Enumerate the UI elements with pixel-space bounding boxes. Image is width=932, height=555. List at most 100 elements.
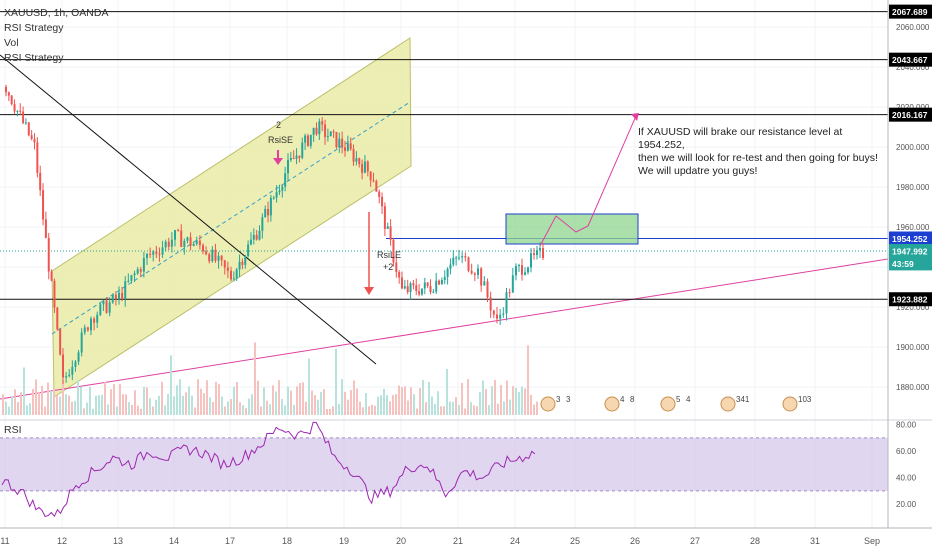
event-flag-icon[interactable]	[720, 396, 736, 412]
candle-body	[542, 248, 544, 258]
candle-body	[480, 268, 483, 286]
candle-body	[205, 251, 208, 255]
candle-body	[247, 244, 250, 257]
rising-support-line[interactable]	[0, 258, 889, 400]
candle-body	[136, 269, 139, 274]
volume-bar	[410, 387, 412, 415]
volume-bar	[170, 355, 172, 415]
volume-bar	[128, 402, 130, 415]
candle-body	[375, 181, 378, 192]
channel-midline[interactable]	[51, 101, 411, 335]
rsise-arrow-head	[273, 158, 283, 165]
event-flag-icon[interactable]	[660, 396, 676, 412]
legend-vol[interactable]: Vol	[4, 37, 19, 49]
volume-bar	[317, 399, 319, 415]
volume-bar	[431, 396, 433, 415]
candle-body	[261, 217, 264, 231]
volume-bar	[74, 400, 76, 415]
volume-bar	[326, 408, 328, 415]
time-tick-label: 20	[396, 536, 406, 546]
legend-rsi-strategy-2[interactable]: RSI Strategy	[4, 52, 64, 64]
price-label-text: 1954.252	[892, 234, 928, 244]
time-tick-label: 13	[113, 536, 123, 546]
event-flag-icon[interactable]	[540, 396, 556, 412]
candle-body	[211, 249, 214, 262]
legend: XAUUSD, 1h, OANDA RSI Strategy Vol RSI S…	[4, 6, 108, 66]
candle-body	[133, 273, 136, 276]
candle-body	[5, 87, 7, 93]
volume-bar	[215, 381, 217, 415]
time-tick-label: 12	[57, 536, 67, 546]
rsi-panel-label[interactable]: RSI	[4, 424, 22, 436]
volume-bar	[350, 390, 352, 415]
candle-body	[464, 256, 467, 258]
volume-bar	[53, 389, 55, 415]
event-flag-icon[interactable]	[604, 396, 620, 412]
trade-annotation[interactable]: If XAUUSD will brake our resistance leve…	[638, 126, 878, 178]
candle-body	[470, 270, 473, 274]
candle-body	[346, 143, 349, 151]
volume-bar	[77, 379, 79, 415]
volume-bar	[26, 405, 28, 415]
price-label-box[interactable]	[889, 292, 932, 307]
volume-bar	[284, 405, 286, 415]
price-label-box[interactable]	[889, 244, 932, 259]
volume-bar	[476, 406, 478, 415]
volume-bar	[260, 406, 262, 415]
candle-body	[74, 361, 77, 367]
candle-body	[30, 135, 33, 139]
volume-bar	[146, 387, 148, 415]
price-label-box[interactable]	[889, 52, 932, 67]
volume-bar	[179, 379, 181, 415]
volume-bar	[428, 381, 430, 415]
candle-body	[415, 285, 418, 292]
candle-body	[68, 374, 71, 377]
candle-body	[16, 110, 19, 112]
price-label-text: 2016.167	[892, 110, 928, 120]
candle-body	[281, 186, 284, 191]
event-flag-icon[interactable]	[782, 396, 798, 412]
rsise-label[interactable]: RsiSE	[268, 135, 293, 145]
time-tick-label: Sep	[864, 536, 880, 546]
volume-bar	[299, 383, 301, 415]
volume-bar	[509, 399, 511, 415]
rsile-label[interactable]: RsiLE	[377, 250, 401, 260]
volume-bar	[197, 379, 199, 415]
event-count: 4	[686, 395, 691, 404]
symbol-title[interactable]: XAUUSD, 1h, OANDA	[4, 7, 109, 19]
volume-bar	[167, 394, 169, 415]
price-label-box[interactable]	[889, 107, 932, 122]
candle-body	[235, 269, 238, 279]
legend-rsi-strategy[interactable]: RSI Strategy	[4, 22, 64, 34]
volume-bar	[398, 385, 400, 415]
volume-bar	[32, 388, 34, 415]
time-tick-label: 14	[169, 536, 179, 546]
candle-body	[24, 122, 27, 124]
volume-bar	[59, 396, 61, 415]
price-label-text: 43:59	[892, 259, 914, 269]
volume-bar	[374, 405, 376, 415]
volume-bar	[329, 408, 331, 415]
volume-bar	[113, 384, 115, 415]
time-tick-label: 26	[630, 536, 640, 546]
candle-body	[524, 272, 526, 275]
candle-body	[170, 239, 173, 247]
volume-bar	[110, 389, 112, 415]
price-label-box[interactable]	[889, 4, 932, 19]
price-label-text: 1923.882	[892, 295, 928, 305]
volume-bar	[497, 403, 499, 415]
rsi-band	[0, 437, 888, 491]
price-tick-label: 2060.000	[896, 23, 930, 32]
time-tick-label: 21	[453, 536, 463, 546]
volume-bar	[191, 395, 193, 415]
descending-trendline[interactable]	[0, 54, 377, 365]
time-tick-label: 25	[570, 536, 580, 546]
price-label-box[interactable]	[889, 256, 932, 271]
rsi-tick-label: 80.00	[896, 421, 917, 430]
candle-body	[440, 279, 443, 285]
volume-bar	[23, 367, 25, 415]
projection-path[interactable]	[539, 115, 637, 247]
price-label-box[interactable]	[889, 231, 932, 246]
price-tick-label: 2020.000	[896, 103, 930, 112]
